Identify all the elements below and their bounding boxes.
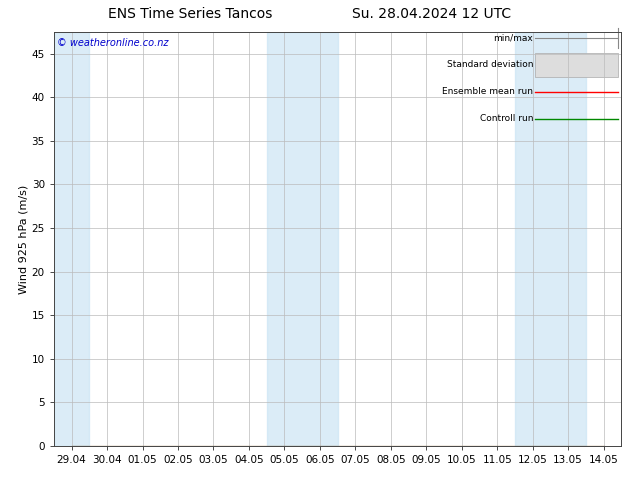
- Bar: [515, 32, 586, 446]
- Bar: [54, 32, 89, 446]
- Text: © weatheronline.co.nz: © weatheronline.co.nz: [56, 38, 168, 48]
- Text: Su. 28.04.2024 12 UTC: Su. 28.04.2024 12 UTC: [352, 7, 510, 22]
- Text: min/max: min/max: [494, 33, 533, 43]
- Text: Controll run: Controll run: [480, 114, 533, 123]
- Text: Ensemble mean run: Ensemble mean run: [443, 87, 533, 97]
- FancyBboxPatch shape: [535, 53, 619, 76]
- Bar: [267, 32, 337, 446]
- Text: ENS Time Series Tancos: ENS Time Series Tancos: [108, 7, 273, 22]
- Text: Standard deviation: Standard deviation: [447, 60, 533, 70]
- Y-axis label: Wind 925 hPa (m/s): Wind 925 hPa (m/s): [19, 184, 29, 294]
